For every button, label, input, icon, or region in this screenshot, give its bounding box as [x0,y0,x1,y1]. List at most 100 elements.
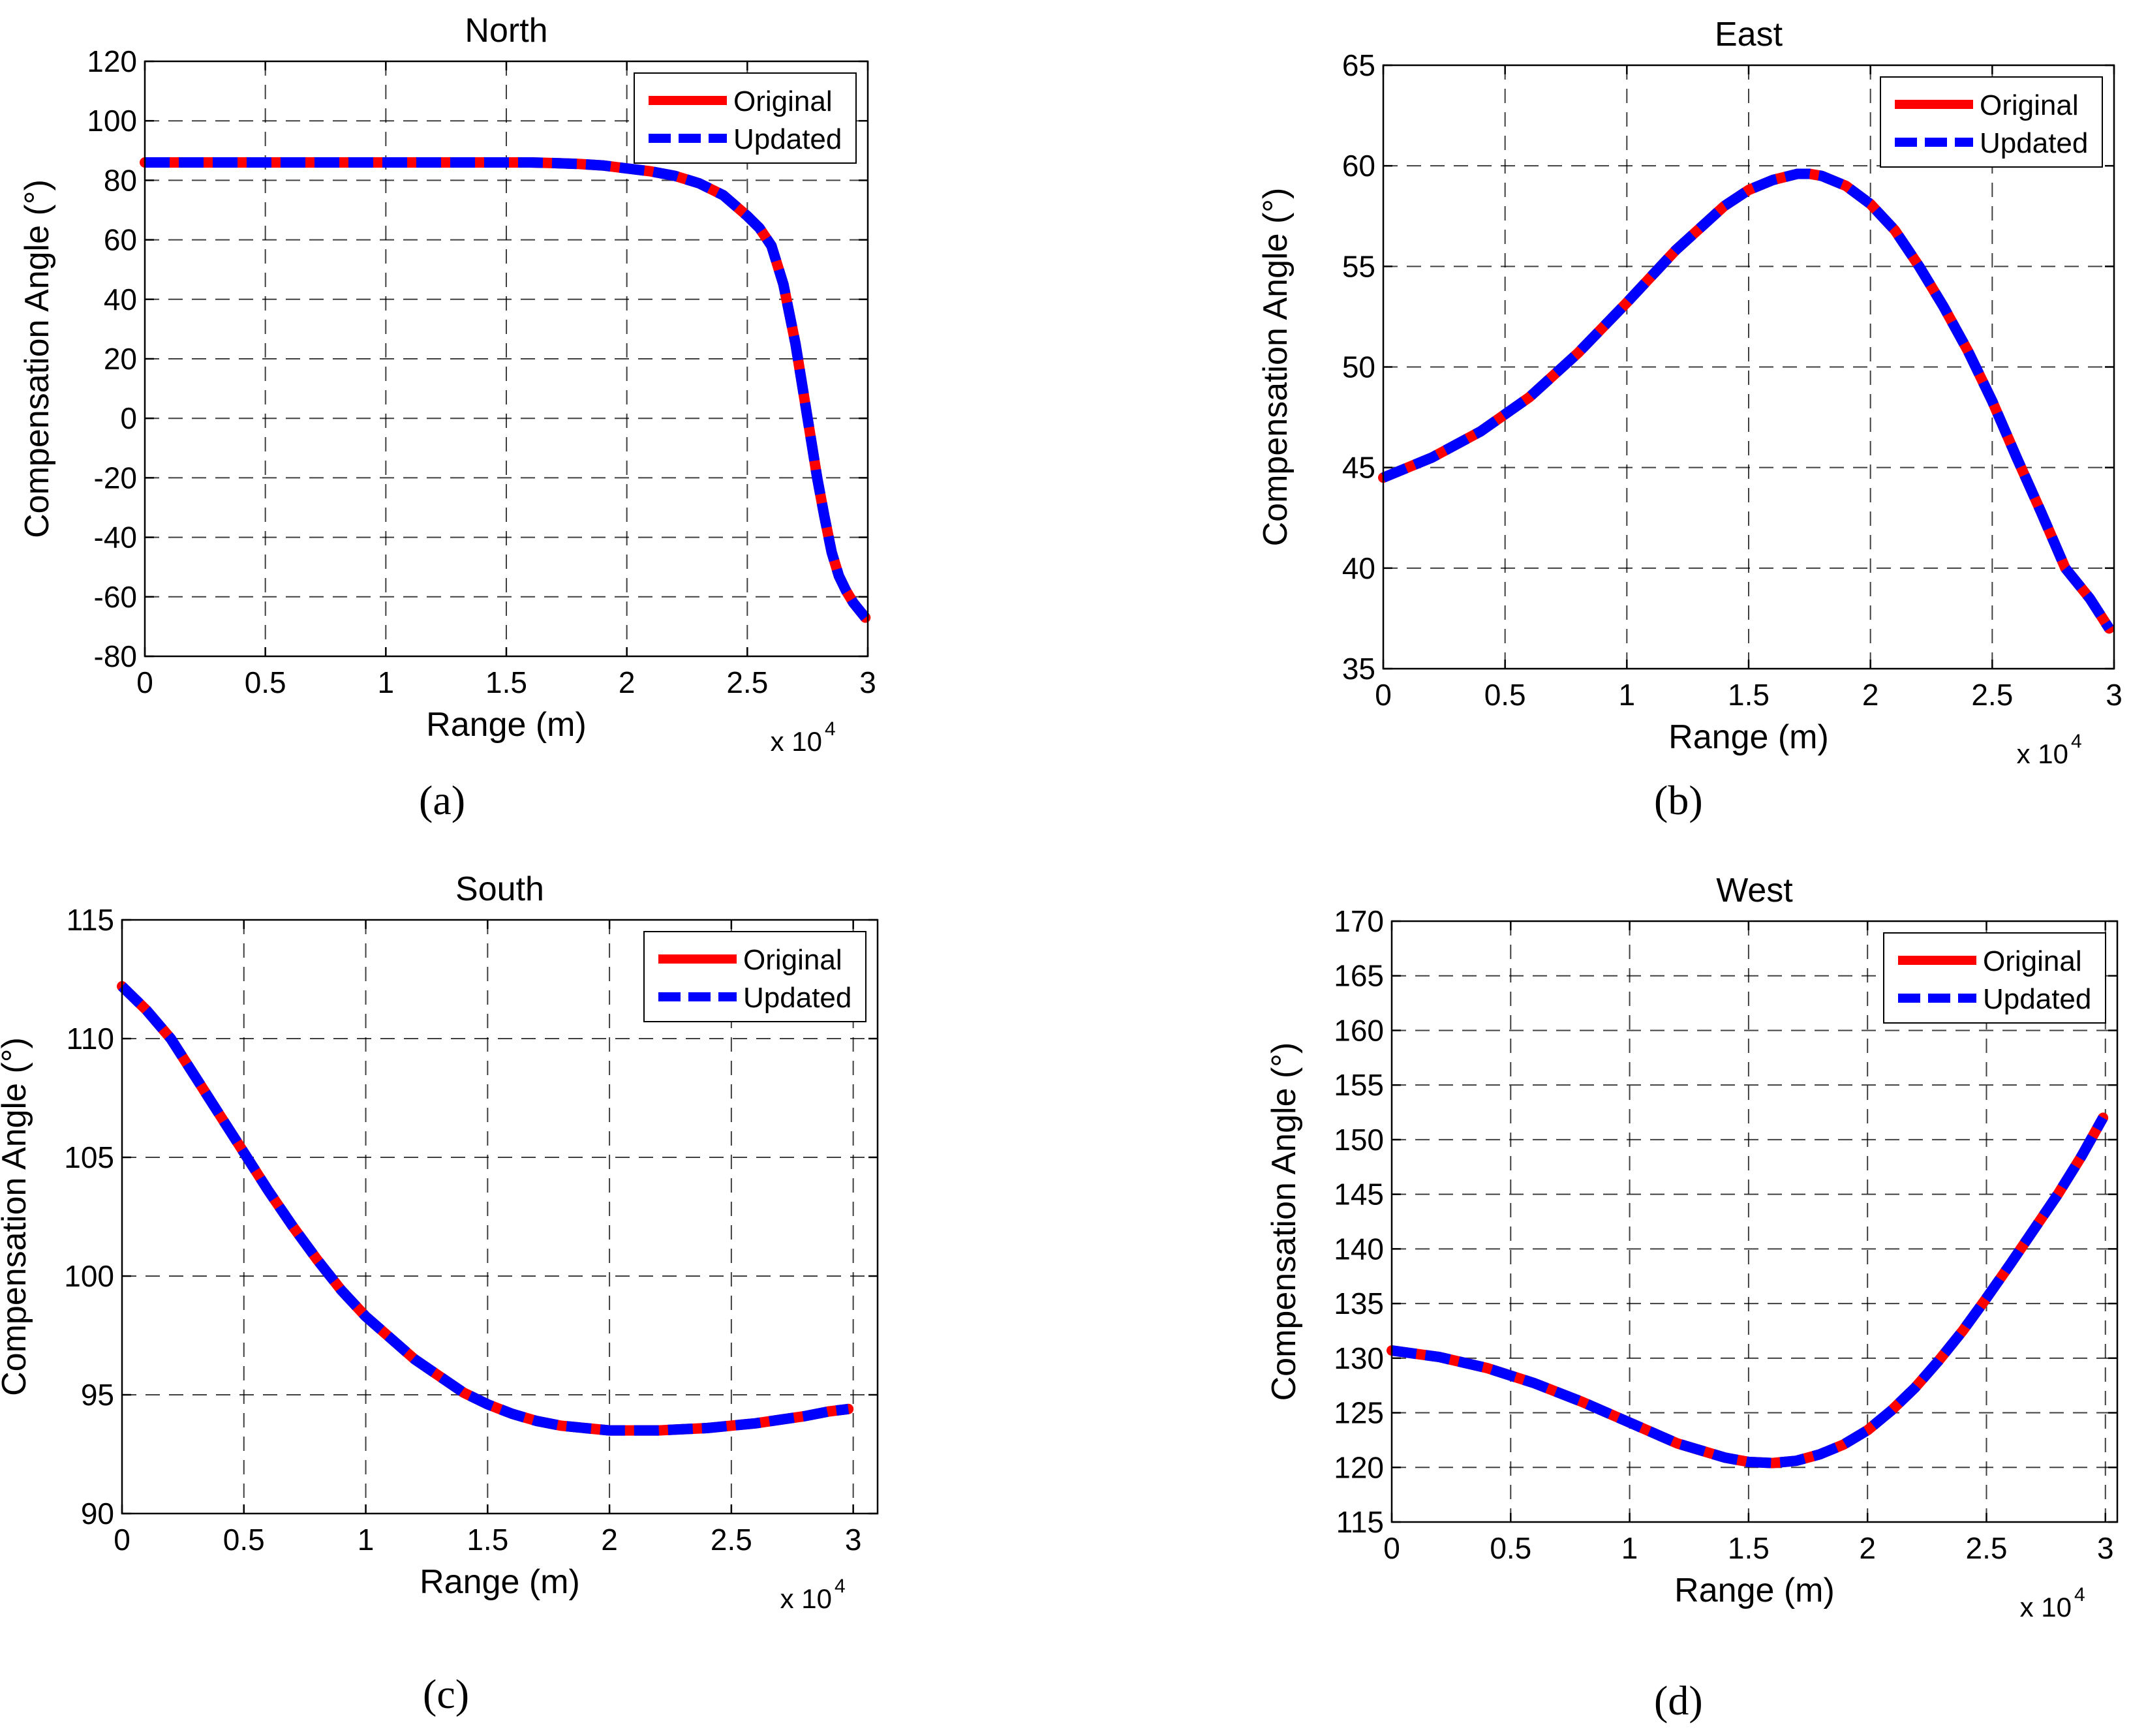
chart4-ytick-label-0: 170 [1334,904,1384,938]
chart2-group: 0 0.5 1 1.5 2 2.5 3 65 60 55 50 45 40 35 East Range (m)… [1257,16,2123,769]
caption-b: (b) [1654,776,1703,825]
chart3-xtick-label-6: 3 [845,1523,862,1557]
chart4-xtick-label-0: 0 [1383,1531,1400,1565]
chart4-ytick-label-8: 130 [1334,1341,1384,1375]
chart2-ytick-label-5: 40 [1342,551,1375,585]
chart1-legend: Original Updated [634,72,857,164]
chart1-series-updated-line [145,157,870,621]
caption-d-text: (d) [1654,1677,1703,1724]
chart3-xtick-label-3: 1.5 [467,1523,508,1557]
chart2-title: East [1715,16,1783,53]
chart4-series-updated-line [1390,1115,2108,1469]
chart4-x-exponent: 4 [2074,1584,2085,1606]
chart4-title: West [1716,872,1793,909]
chart2-legend: Original Updated [1880,76,2103,168]
chart1-xtick-label-5: 2.5 [726,665,768,699]
chart3-xtick-label-2: 1 [358,1523,375,1557]
chart4-ytick-label-7: 135 [1334,1287,1384,1320]
chart4-xlabel: Range (m) [1674,1572,1835,1609]
chart3-ylabel: Compensation Angle (°) [0,1037,33,1396]
chart4-xtick-label-3: 1.5 [1728,1531,1770,1565]
chart1-ytick-label-6: 0 [120,401,137,435]
chart3-x-multiplier: x 10 [780,1583,832,1614]
chart1-xtick-label-3: 1.5 [485,665,527,699]
chart1-ytick-label-3: 60 [104,223,137,257]
chart2-xtick-label-5: 2.5 [1971,678,2013,712]
chart1-xtick-label-0: 0 [136,665,153,699]
chart1-ytick-label-8: -40 [94,521,137,555]
chart3-x-exponent: 4 [835,1576,846,1597]
chart1-ytick-label-0: 120 [87,44,137,78]
chart1-xtick-label-6: 3 [859,665,876,699]
chart1-x-exponent: 4 [825,718,836,740]
chart4-group: 0 0.5 1 1.5 2 2.5 3 170 165 160 155 150 145 140 135 130… [1265,872,2119,1622]
chart2-ytick-label-1: 60 [1342,149,1375,183]
caption-a: (a) [419,776,465,825]
chart1-ytick-label-10: -80 [94,639,137,673]
chart4-legend-updated-label: Updated [1983,983,2091,1015]
chart1-title: North [465,12,547,50]
chart2-ytick-label-3: 50 [1342,350,1375,384]
chart1-ytick-label-7: -20 [94,461,137,495]
chart3-legend-updated-label: Updated [743,982,851,1014]
chart1-ytick-label-2: 80 [104,163,137,197]
chart4-ytick-label-2: 160 [1334,1013,1384,1047]
chart2-xtick-label-3: 1.5 [1728,678,1770,712]
chart4-ytick-label-9: 125 [1334,1396,1384,1430]
chart4-xtick-label-5: 2.5 [1965,1531,2007,1565]
chart4-ytick-label-4: 150 [1334,1123,1384,1157]
chart2-ytick-label-4: 45 [1342,451,1375,485]
chart3-xtick-label-4: 2 [601,1523,618,1557]
chart2-legend-updated-label: Updated [1980,127,2088,159]
chart2-legend-original-label: Original [1980,89,2079,121]
chart1-group: 0 0.5 1 1.5 2 2.5 3 120 100 80 60 40 20 0 -20 -40 -60 -80… [18,12,876,757]
chart1-xtick-label-1: 0.5 [245,665,286,699]
chart2-xtick-label-1: 0.5 [1484,678,1526,712]
chart4-xtick-label-4: 2 [1859,1531,1876,1565]
chart3-ytick-label-4: 95 [81,1378,114,1412]
chart3-series-updated-line [118,982,850,1436]
chart3-xtick-label-5: 2.5 [711,1523,752,1557]
chart1-legend-updated-label: Updated [733,123,842,155]
chart3-xtick-label-1: 0.5 [223,1523,265,1557]
chart4-legend-original-label: Original [1983,945,2082,977]
chart4-xtick-label-2: 1 [1621,1531,1638,1565]
chart3-ytick-label-5: 90 [81,1497,114,1530]
chart2-ylabel: Compensation Angle (°) [1257,188,1295,547]
chart4-ytick-label-10: 120 [1334,1450,1384,1484]
chart3-xlabel: Range (m) [420,1563,580,1601]
chart1-legend-box [634,72,857,164]
chart3-ytick-label-0: 115 [67,903,114,937]
chart3-title: South [455,870,544,908]
chart2-legend-box [1880,76,2103,168]
chart2-x-multiplier: x 10 [2017,739,2068,769]
caption-d: (d) [1654,1677,1703,1725]
chart3-axes-frame [121,919,879,1515]
chart1-xtick-label-2: 1 [378,665,395,699]
chart4-ytick-label-6: 140 [1334,1232,1384,1266]
chart4-ytick-label-3: 155 [1334,1068,1384,1102]
chart4-xtick-label-1: 0.5 [1490,1531,1531,1565]
chart4-ytick-label-5: 145 [1334,1178,1384,1211]
chart2-xtick-label-0: 0 [1375,678,1392,712]
chart2-ytick-label-6: 35 [1342,652,1375,686]
chart1-ytick-label-9: -60 [94,580,137,614]
chart4-legend-box [1883,932,2106,1024]
chart4-axes-frame [1390,920,2119,1523]
chart4-ytick-label-11: 115 [1336,1505,1384,1539]
chart1-xlabel: Range (m) [426,706,587,744]
caption-c: (c) [423,1670,469,1718]
chart3-xtick-label-0: 0 [114,1523,130,1557]
chart3-legend: Original Updated [643,931,866,1022]
chart4-ylabel: Compensation Angle (°) [1265,1043,1303,1401]
chart3-legend-box [643,931,866,1022]
chart4-legend: Original Updated [1883,932,2106,1024]
chart2-x-exponent: 4 [2071,731,2082,752]
chart2-ytick-label-0: 65 [1342,48,1375,82]
chart3-group: 0 0.5 1 1.5 2 2.5 3 115 110 105 100 95 90 South Range … [0,870,879,1614]
chart1-ytick-label-1: 100 [87,104,137,138]
chart1-ytick-label-5: 20 [104,342,137,376]
chart1-ytick-label-4: 40 [104,282,137,316]
